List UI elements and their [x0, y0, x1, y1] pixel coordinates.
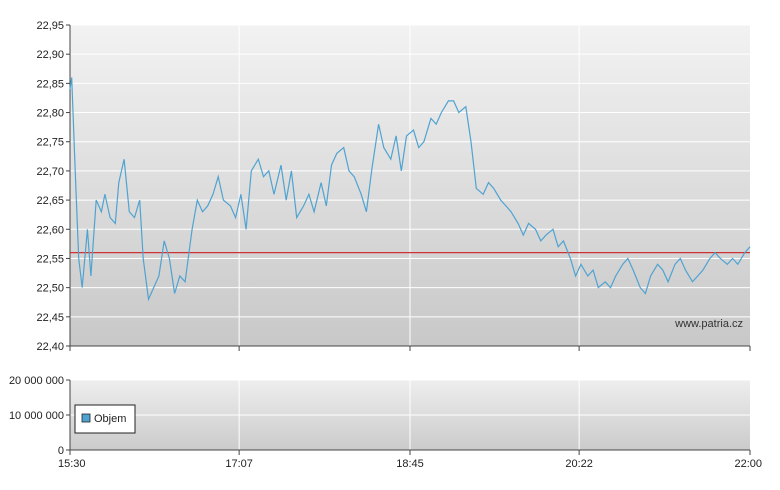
- x-tick-label: 22:00: [734, 458, 762, 470]
- price-panel: 22,40 22,45 22,50 22,55 22,60 22,65 22,70 22,75…: [36, 20, 751, 353]
- price-x-ticks: [69, 346, 751, 351]
- volume-y-tick-label: 0: [58, 445, 64, 457]
- price-y-tick-label: 22,85: [36, 78, 64, 90]
- volume-y-axis: 0 10 000 000 20 000 000: [9, 375, 70, 457]
- x-tick-label: 15:30: [58, 458, 86, 470]
- watermark: www.patria.cz: [674, 318, 743, 330]
- price-y-tick-label: 22,50: [36, 283, 64, 295]
- price-y-tick-label: 22,60: [36, 224, 64, 236]
- x-tick-label: 17:07: [225, 458, 253, 470]
- price-y-tick-label: 22,70: [36, 166, 64, 178]
- volume-gridlines: [70, 379, 750, 450]
- price-series-line: [69, 77, 751, 302]
- x-tick-label: 18:45: [396, 458, 424, 470]
- legend-swatch: [81, 413, 91, 423]
- price-y-axis: 22,40 22,45 22,50 22,55 22,60 22,65 22,70 22,75…: [36, 20, 70, 353]
- x-tick-label: 20:22: [565, 458, 593, 470]
- price-y-tick-label: 22,45: [36, 312, 64, 324]
- price-y-tick-label: 22,80: [36, 108, 64, 120]
- price-y-tick-label: 22,90: [36, 49, 64, 61]
- volume-panel: 0 10 000 000 20 000 000 15:30 17:07 18:45 20:…: [9, 375, 762, 470]
- price-y-tick-label: 22,95: [36, 20, 64, 32]
- price-y-tick-label: 22,65: [36, 195, 64, 207]
- price-gridlines: [70, 24, 750, 346]
- volume-y-tick-label: 20 000 000: [9, 375, 64, 387]
- price-y-tick-label: 22,55: [36, 253, 64, 265]
- price-y-tick-label: 22,40: [36, 341, 64, 353]
- price-y-tick-label: 22,75: [36, 137, 64, 149]
- volume-x-axis: 15:30 17:07 18:45 20:22 22:00: [58, 450, 762, 470]
- volume-y-tick-label: 10 000 000: [9, 410, 64, 422]
- legend-label: Objem: [94, 413, 126, 425]
- volume-legend: Objem: [74, 404, 136, 434]
